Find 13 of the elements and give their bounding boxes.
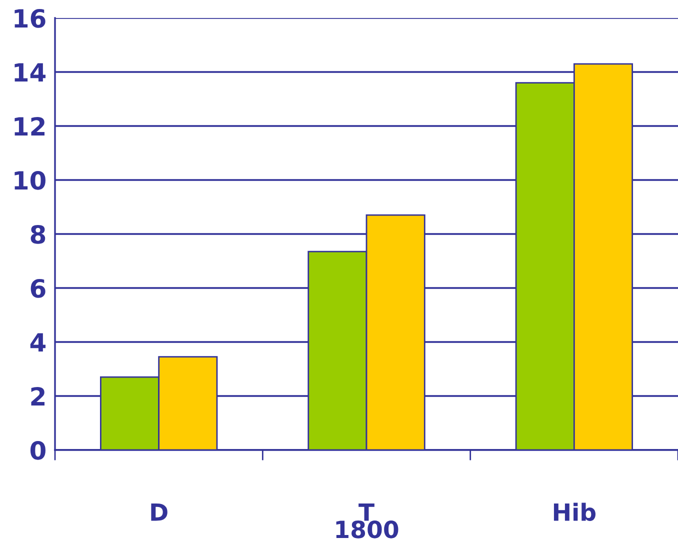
x-tick-label: Hib: [554, 502, 596, 522]
y-tick-label: 6: [30, 278, 46, 298]
y-tick-label: 8: [30, 224, 46, 244]
y-tick-label: 0: [30, 440, 46, 460]
y-tick-label: 4: [30, 333, 46, 352]
x-axis-title: 1800: [336, 520, 398, 538]
y-tick-label: 14: [14, 63, 46, 82]
y-tick-label: 16: [14, 8, 46, 28]
x-tick-label: D: [151, 504, 168, 521]
y-tick-label: 12: [14, 116, 44, 136]
y-tick-label: 10: [14, 170, 46, 190]
y-tick-label: 2: [31, 386, 44, 406]
x-tick-label: T: [358, 504, 374, 521]
